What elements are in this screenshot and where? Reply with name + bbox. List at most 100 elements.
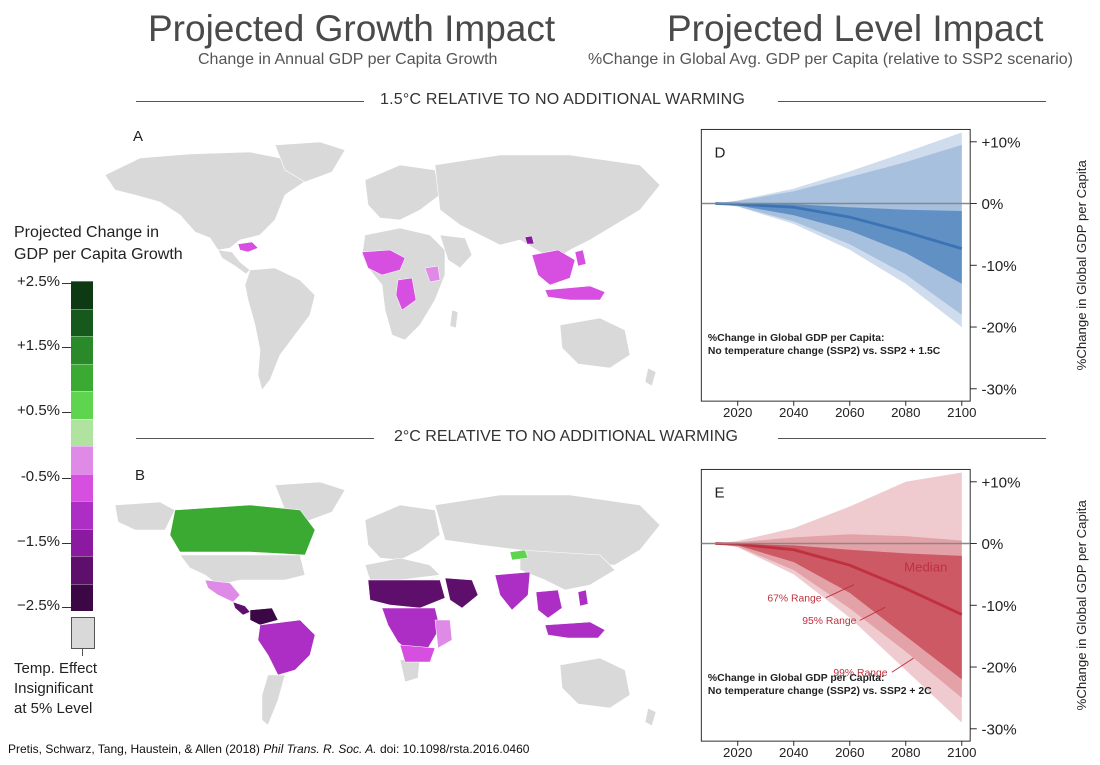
map-russia-b — [434, 494, 661, 566]
x-tick-label: 2060 — [835, 405, 864, 420]
legend-tick-mark — [62, 283, 71, 284]
chart-caption-title: %Change in Global GDP per Capita: — [708, 333, 885, 344]
y-tick-label: -10% — [982, 598, 1017, 615]
map-north-america — [104, 151, 311, 251]
map-b-central-america — [232, 601, 251, 616]
map-a-west-africa — [361, 249, 406, 276]
world-map-b — [114, 481, 661, 727]
map-a-philippines — [574, 249, 587, 267]
y-tick-label: -30% — [982, 721, 1017, 738]
map-b-central-africa — [381, 607, 441, 653]
divider-top-right — [778, 101, 1046, 102]
map-b-sahel — [367, 579, 446, 609]
legend-tick-mark — [62, 412, 71, 413]
legend-swatch — [71, 391, 93, 419]
legend-insig-label-2: Insignificant — [14, 680, 94, 697]
legend-swatch — [71, 501, 93, 529]
map-b-mongolia — [509, 549, 529, 561]
x-tick-label: 2100 — [947, 405, 976, 420]
map-a-label: A — [133, 128, 144, 145]
map-central-america — [217, 249, 251, 275]
annotation-99: 99% Range — [833, 668, 887, 679]
annotation-99-leader — [891, 657, 914, 673]
map-b-south-cone — [261, 674, 286, 726]
legend-tick-label: +1.5% — [17, 337, 60, 354]
x-tick-label: 2100 — [947, 745, 976, 760]
y-tick-label: -30% — [982, 381, 1017, 398]
legend-tick-label: +0.5% — [17, 402, 60, 419]
legend-swatch — [71, 446, 93, 474]
chart-d: +10% 0% -10% -20% -30% 2020 2040 2060 2080 2100 %C… — [700, 128, 1089, 420]
divider-top-left — [136, 101, 364, 102]
map-b-brazil — [257, 619, 316, 676]
map-europe — [364, 164, 441, 221]
legend-tick-label: −1.5% — [17, 533, 60, 550]
x-tick-label: 2020 — [723, 745, 752, 760]
x-tick-label: 2060 — [835, 745, 864, 760]
x-tick-label: 2040 — [779, 745, 808, 760]
section-top-label: 1.5°C RELATIVE TO NO ADDITIONAL WARMING — [380, 91, 746, 108]
map-b-southern-africa — [399, 644, 436, 663]
map-alaska-b — [114, 501, 176, 531]
legend-swatch — [71, 336, 93, 364]
legend-swatch — [71, 583, 93, 611]
y-tick-label: +10% — [982, 134, 1021, 151]
map-b-east-africa — [434, 619, 453, 649]
map-a-bangladesh — [524, 235, 535, 245]
annotation-95: 95% Range — [802, 616, 856, 627]
map-greenland — [274, 141, 346, 183]
world-map-a — [104, 141, 661, 391]
map-a-caribbean — [237, 241, 259, 253]
map-madagascar — [449, 309, 459, 329]
panel-label: E — [715, 485, 725, 502]
legend-tick-label: −2.5% — [17, 597, 60, 614]
legend-swatch — [71, 556, 93, 584]
legend-tick-mark — [62, 478, 71, 479]
right-subtitle: %Change in Global Avg. GDP per Capita (r… — [588, 51, 1073, 68]
left-subtitle: Change in Annual GDP per Capita Growth — [198, 51, 498, 68]
citation-authors: Pretis, Schwarz, Tang, Haustein, & Allen… — [8, 742, 264, 756]
map-b-colombia — [249, 607, 279, 626]
x-tick-label: 2080 — [891, 405, 920, 420]
annotation-67-leader — [825, 584, 855, 599]
map-b-india — [494, 571, 531, 611]
x-tick-label: 2040 — [779, 405, 808, 420]
map-north-africa-b — [364, 557, 441, 581]
map-b-mexico — [204, 579, 241, 603]
legend-tick-mark — [62, 543, 71, 544]
chart-e: +10% 0% -10% -20% -30% 2020 2040 2060 2080 2100 %C… — [700, 468, 1089, 760]
legend-swatch — [71, 418, 93, 446]
y-tick-label: -20% — [982, 320, 1017, 337]
map-b-label: B — [135, 467, 146, 484]
y-axis-label: %Change in Global GDP per Capita — [1074, 500, 1089, 711]
legend-title-1: Projected Change in — [14, 224, 159, 241]
legend-tick-label: -0.5% — [20, 468, 60, 485]
map-usa-b — [179, 554, 306, 586]
annotation-median: Median — [904, 559, 947, 574]
section-bottom-label: 2°C RELATIVE TO NO ADDITIONAL WARMING — [394, 428, 738, 445]
y-tick-label: +10% — [982, 474, 1021, 491]
map-a-east-africa — [424, 265, 441, 283]
chart-caption-subtitle: No temperature change (SSP2) vs. SSP2 + … — [708, 686, 932, 697]
divider-bottom-left — [136, 438, 374, 439]
legend-insig-label-3: at 5% Level — [14, 700, 93, 717]
map-arabia — [439, 234, 473, 269]
annotation-95-leader — [859, 606, 886, 621]
legend-tick-mark — [62, 347, 71, 348]
map-b-se-asia — [535, 589, 563, 619]
legend-title-2: GDP per Capita Growth — [14, 246, 183, 263]
y-tick-label: 0% — [982, 196, 1004, 213]
right-title: Projected Level Impact — [667, 8, 1044, 49]
legend-insig-swatch — [71, 617, 95, 649]
legend-tick-label: +2.5% — [17, 273, 60, 290]
legend-swatch — [71, 308, 93, 336]
legend-tick-mark — [62, 607, 71, 608]
map-nz — [644, 367, 657, 387]
map-b-arabia — [444, 577, 479, 609]
map-b-philippines — [577, 589, 589, 607]
x-tick-label: 2080 — [891, 745, 920, 760]
band-95--range — [715, 144, 962, 315]
citation-journal: Phil Trans. R. Soc. A. — [263, 742, 377, 756]
chart-caption-subtitle: No temperature change (SSP2) vs. SSP2 + … — [708, 346, 941, 357]
legend-swatch — [71, 473, 93, 501]
